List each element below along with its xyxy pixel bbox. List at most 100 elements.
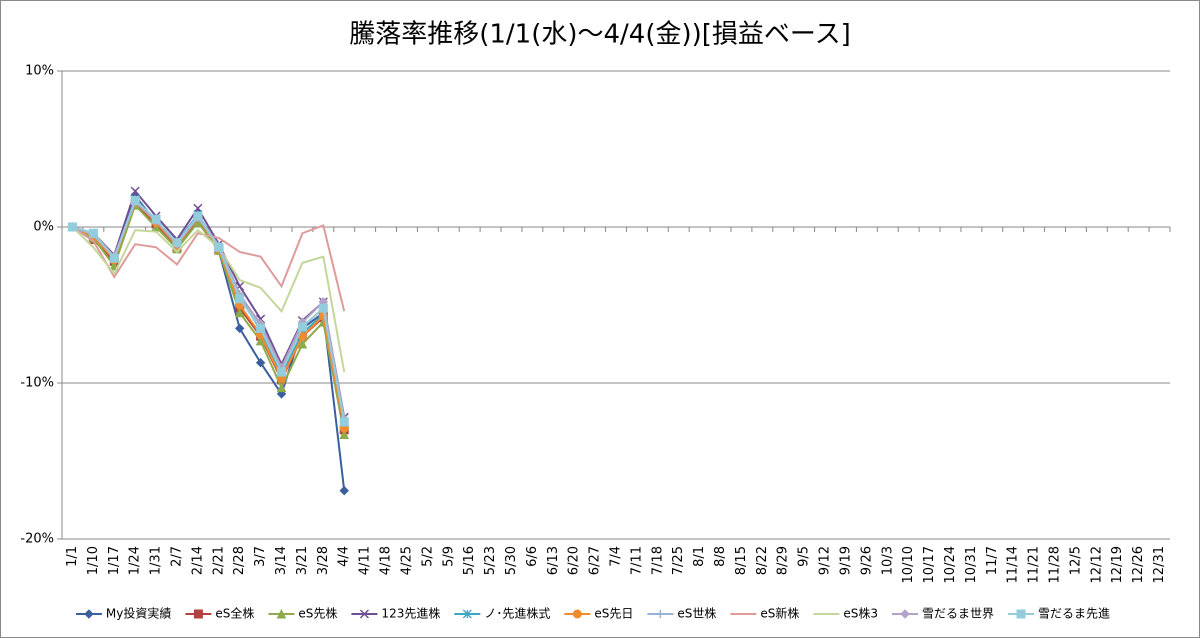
marker: [84, 609, 94, 619]
x-tick-label: 1/10: [86, 546, 101, 575]
x-tick-label: 11/7: [985, 546, 1000, 575]
legend-label: eS全株: [215, 606, 254, 621]
x-tick-label: 2/7: [169, 546, 184, 567]
marker: [130, 195, 140, 205]
series-line: [72, 198, 346, 423]
x-tick-label: 3/7: [253, 546, 268, 567]
marker: [297, 338, 308, 349]
x-tick-label: 12/31: [1152, 546, 1167, 583]
marker: [193, 211, 203, 221]
x-tick-label: 5/23: [483, 546, 498, 575]
marker: [462, 609, 472, 619]
x-tick-label: 11/21: [1027, 546, 1042, 583]
marker: [67, 222, 77, 232]
x-tick-label: 9/19: [838, 546, 853, 575]
marker: [900, 609, 910, 619]
series-line: [71, 226, 346, 373]
marker: [109, 253, 119, 263]
x-tick-label: 4/25: [399, 546, 414, 575]
legend-label: 雪だるま先進: [1038, 607, 1110, 621]
marker: [234, 307, 245, 318]
marker: [572, 609, 582, 619]
x-tick-label: 12/12: [1089, 546, 1104, 583]
marker: [276, 608, 287, 619]
x-tick-label: 2/14: [190, 546, 205, 575]
marker: [151, 214, 161, 224]
y-tick-label: -10%: [20, 376, 54, 391]
chart-title: 騰落率推移(1/1(水)～4/4(金))[損益ベース]: [349, 20, 851, 50]
x-tick-label: 8/8: [713, 546, 728, 567]
y-tick-label: -20%: [20, 532, 54, 547]
marker: [214, 242, 224, 252]
x-tick-label: 8/29: [776, 546, 791, 575]
x-tick-label: 5/2: [420, 546, 435, 567]
marker: [255, 358, 266, 368]
marker: [234, 323, 245, 334]
x-tick-label: 10/17: [922, 546, 937, 583]
x-tick-label: 1/17: [107, 546, 122, 575]
marker: [130, 186, 140, 196]
y-tick-label: 10%: [25, 64, 54, 79]
marker: [1016, 609, 1026, 619]
x-tick-label: 3/21: [295, 546, 310, 575]
marker: [339, 429, 350, 439]
x-tick-label: 9/26: [859, 546, 874, 575]
marker: [318, 303, 328, 313]
legend-label: eS株3: [843, 606, 878, 621]
x-tick-label: 11/28: [1048, 546, 1063, 583]
x-tick-label: 6/13: [546, 546, 561, 575]
y-tick-label: 0%: [33, 220, 54, 235]
legend: My投資実績 eS全株 eS先株 123先進株 ノ･先進株式 eS先日 eS世株 eS新株 eS…: [75, 606, 1110, 621]
x-tick-label: 10/24: [943, 546, 958, 583]
x-tick-label: 7/25: [671, 546, 686, 575]
x-tick-label: 7/4: [609, 546, 624, 567]
x-tick-label: 4/4: [337, 546, 352, 567]
series-line: [71, 224, 346, 312]
x-tick-label: 9/5: [797, 546, 812, 567]
marker: [276, 382, 287, 393]
marker: [297, 322, 307, 332]
x-tick-label: 10/31: [964, 546, 979, 583]
x-tick-label: 7/11: [629, 546, 644, 575]
x-tick-label: 12/26: [1131, 546, 1146, 583]
x-tick-label: 2/21: [211, 546, 226, 575]
marker: [172, 238, 182, 248]
x-tick-label: 3/28: [316, 546, 331, 575]
x-tick-label: 4/18: [379, 546, 394, 575]
x-tick-label: 12/5: [1068, 546, 1083, 575]
marker: [88, 228, 98, 238]
x-tick-label: 6/6: [525, 546, 540, 567]
marker: [656, 610, 665, 618]
marker: [339, 485, 349, 496]
marker: [339, 417, 349, 427]
x-tick-label: 2/28: [232, 546, 247, 575]
legend-label: eS新株: [760, 606, 799, 621]
x-tick-label: 1/1: [65, 546, 80, 567]
legend-label: eS世株: [677, 606, 716, 621]
x-tick-label: 5/9: [441, 546, 456, 567]
marker: [277, 367, 287, 377]
x-tick-label: 7/18: [650, 546, 665, 575]
x-tick-label: 4/11: [358, 546, 373, 575]
marker: [256, 323, 266, 333]
legend-label: My投資実績: [106, 606, 171, 621]
legend-label: ノ･先進株式: [484, 606, 550, 621]
x-tick-label: 8/15: [734, 546, 749, 575]
x-tick-label: 6/20: [567, 546, 582, 575]
x-tick-label: 8/22: [755, 546, 770, 575]
x-tick-label: 1/31: [149, 546, 164, 575]
x-tick-label: 10/3: [880, 546, 895, 575]
x-tick-label: 10/10: [901, 546, 916, 583]
x-tick-label: 11/14: [1006, 546, 1021, 583]
marker: [235, 294, 245, 304]
legend-label: 雪だるま世界: [922, 607, 994, 621]
x-tick-label: 9/12: [818, 546, 833, 575]
legend-label: 123先進株: [381, 606, 440, 621]
marker: [359, 609, 369, 619]
legend-label: eS先株: [298, 606, 337, 621]
x-tick-label: 3/14: [274, 546, 289, 575]
x-tick-label: 8/1: [692, 546, 707, 567]
x-tick-label: 1/24: [128, 546, 143, 575]
